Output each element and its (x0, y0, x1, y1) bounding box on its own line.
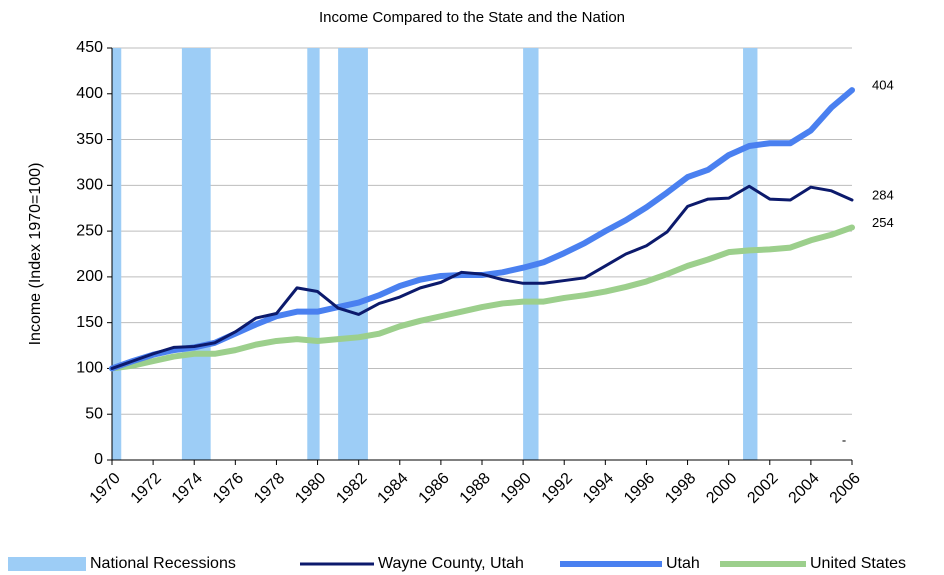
series-line (109, 87, 855, 372)
chart-title: Income Compared to the State and the Nat… (319, 9, 625, 26)
legend-label: Wayne County, Utah (378, 555, 524, 572)
legend-label: United States (810, 555, 906, 572)
y-tick-label: 200 (76, 268, 103, 285)
y-tick-label: 50 (85, 405, 103, 422)
series-line (110, 184, 854, 370)
y-axis-title: Income (Index 1970=100) (27, 163, 44, 346)
x-tick-label: 2006 (827, 470, 864, 507)
y-tick-label: 150 (76, 314, 103, 331)
x-tick-label: 1970 (87, 470, 124, 507)
x-tick-label: 1988 (457, 470, 494, 507)
y-tick-label: 250 (76, 222, 103, 239)
series-line (109, 224, 855, 372)
x-tick-label: 1978 (251, 470, 288, 507)
legend-label: National Recessions (90, 555, 236, 572)
y-tick-label: 0 (94, 451, 103, 468)
x-tick-label: 2004 (786, 470, 823, 507)
x-tick-label: 1994 (580, 470, 617, 507)
end-value-label: 254 (872, 215, 894, 230)
recession-band (523, 48, 539, 460)
x-tick-label: 1980 (292, 470, 329, 507)
x-tick-label: 2000 (703, 470, 740, 507)
legend-label: Utah (666, 555, 700, 572)
recession-band (743, 48, 758, 460)
x-tick-label: 1974 (169, 470, 206, 507)
x-tick-label: 2002 (744, 470, 781, 507)
y-tick-label: 350 (76, 131, 103, 148)
x-tick-label: 1976 (210, 470, 247, 507)
x-tick-label: 1984 (374, 470, 411, 507)
y-tick-label: 400 (76, 85, 103, 102)
x-tick-label: 1998 (662, 470, 699, 507)
x-tick-label: 1990 (498, 470, 535, 507)
x-tick-label: 1996 (621, 470, 658, 507)
recession-band (112, 48, 122, 460)
end-value-label: 404 (872, 78, 894, 93)
y-tick-label: 300 (76, 177, 103, 194)
x-tick-label: 1992 (539, 470, 576, 507)
recession-band (338, 48, 368, 460)
y-tick-label: 450 (76, 39, 103, 56)
recession-band (181, 48, 211, 460)
x-tick-label: 1982 (333, 470, 370, 507)
x-tick-label: 1972 (128, 470, 165, 507)
annotation: - (842, 432, 846, 447)
recession-band (307, 48, 320, 460)
x-tick-label: 1986 (416, 470, 453, 507)
end-value-label: 284 (872, 187, 894, 202)
legend-swatch (8, 557, 86, 571)
y-tick-label: 100 (76, 360, 103, 377)
